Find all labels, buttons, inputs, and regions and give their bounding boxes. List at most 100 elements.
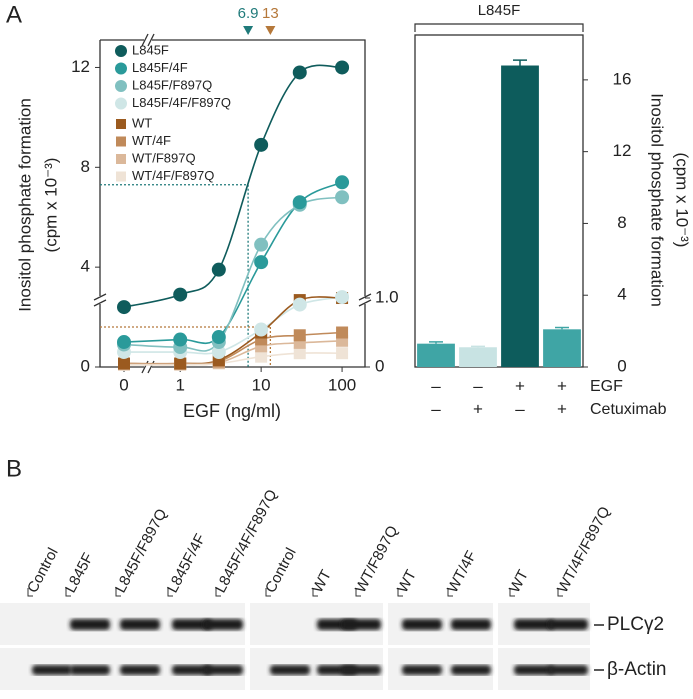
y-tick-label: 8 bbox=[617, 213, 626, 232]
treatment-name: EGF bbox=[590, 378, 623, 395]
legend-label: WT/4F bbox=[132, 133, 171, 148]
blot-band bbox=[341, 619, 381, 630]
lane-label: WT/4F/F897Q bbox=[554, 504, 614, 596]
point bbox=[293, 347, 306, 360]
lane-label: Control bbox=[262, 545, 300, 596]
point bbox=[117, 335, 131, 350]
axis-break bbox=[98, 296, 102, 304]
lane-tick bbox=[355, 588, 361, 597]
y-tick-label: 4 bbox=[617, 285, 626, 304]
blot-band bbox=[70, 665, 110, 675]
point bbox=[292, 195, 307, 210]
lane-tick bbox=[27, 588, 33, 597]
treatment-sign: – bbox=[431, 399, 441, 418]
legend-label: WT/F897Q bbox=[132, 150, 196, 165]
legend-label: WT/4F/F897Q bbox=[132, 168, 214, 183]
axis-break bbox=[147, 33, 155, 47]
treatment-sign: – bbox=[515, 399, 525, 418]
legend-label: L845F/F897Q bbox=[132, 77, 212, 92]
bar bbox=[417, 343, 455, 367]
point bbox=[335, 190, 350, 205]
blot-band bbox=[203, 619, 243, 630]
y-tick-label: 0 bbox=[81, 356, 90, 375]
blot-band bbox=[203, 665, 243, 675]
x-tick-label: 100 bbox=[328, 375, 356, 394]
point bbox=[335, 290, 350, 305]
axis-break bbox=[141, 33, 149, 47]
blot-band bbox=[402, 665, 442, 675]
point bbox=[211, 345, 226, 360]
blot-band bbox=[514, 665, 554, 675]
y-axis-label: Inositol phosphate formation bbox=[648, 93, 667, 307]
legend-label: L845F/4F bbox=[132, 60, 188, 75]
row-label: β-Actin bbox=[607, 659, 667, 680]
point bbox=[292, 65, 307, 80]
lane-tick bbox=[557, 588, 563, 597]
fit-curve bbox=[123, 331, 343, 365]
treatment-sign: + bbox=[557, 399, 567, 418]
treatment-sign: – bbox=[473, 376, 483, 395]
lane-tick bbox=[447, 588, 453, 597]
annotation-marker bbox=[265, 26, 276, 35]
y-axis-label: (cpm x 10⁻³) bbox=[41, 158, 60, 253]
blot-band bbox=[120, 665, 160, 675]
point bbox=[254, 137, 269, 152]
y-tick-label: 8 bbox=[81, 157, 90, 176]
point bbox=[293, 329, 306, 342]
point bbox=[292, 297, 307, 312]
point bbox=[117, 300, 131, 315]
legend-label: L845F/4F/F897Q bbox=[132, 95, 231, 110]
point bbox=[255, 350, 268, 363]
lane-label: WT/4F bbox=[444, 548, 480, 596]
y-tick-label: 16 bbox=[613, 69, 632, 88]
y-tick-label: 12 bbox=[613, 141, 632, 160]
panel-label: B bbox=[6, 455, 22, 482]
blot-band bbox=[548, 619, 588, 630]
point bbox=[336, 326, 349, 339]
legend-label: WT bbox=[132, 115, 152, 130]
legend-marker bbox=[116, 119, 126, 129]
legend-marker bbox=[115, 45, 127, 57]
point bbox=[211, 330, 226, 345]
blot-band bbox=[451, 665, 491, 675]
blot-band bbox=[32, 665, 72, 675]
treatment-name: Cetuximab bbox=[590, 401, 667, 418]
fit-curve bbox=[123, 181, 343, 345]
y-tick-label: 4 bbox=[81, 257, 90, 276]
axis-break bbox=[363, 296, 367, 304]
point bbox=[211, 262, 226, 277]
point bbox=[335, 60, 350, 75]
treatment-sign: + bbox=[515, 376, 525, 395]
lane-tick bbox=[167, 588, 173, 597]
point bbox=[118, 357, 130, 370]
legend-marker bbox=[116, 136, 126, 147]
lane-tick bbox=[65, 588, 71, 597]
panel-label: A bbox=[6, 1, 22, 28]
blot-band bbox=[402, 619, 442, 630]
fit-curve bbox=[123, 196, 343, 352]
lane-label: L845F/F897Q bbox=[112, 506, 170, 596]
point bbox=[335, 175, 350, 190]
blot-band bbox=[514, 619, 554, 630]
point bbox=[336, 347, 349, 360]
y-axis-label: Inositol phosphate formation bbox=[15, 98, 34, 312]
lane-label: L845F bbox=[62, 550, 97, 596]
y-axis-label: (cpm x 10⁻³) bbox=[673, 153, 692, 248]
x-tick-label: 10 bbox=[252, 375, 271, 394]
y-tick-label: 0 bbox=[617, 356, 626, 375]
point bbox=[173, 287, 188, 302]
axis-break bbox=[93, 299, 107, 307]
axis-break bbox=[358, 299, 372, 307]
lane-tick bbox=[265, 588, 271, 597]
lane-tick bbox=[312, 588, 318, 597]
point bbox=[254, 237, 269, 252]
point bbox=[254, 255, 269, 270]
treatment-sign: – bbox=[431, 376, 441, 395]
blot-band bbox=[120, 619, 160, 630]
legend-marker bbox=[115, 62, 127, 75]
y2-tick-label: 0 bbox=[375, 356, 384, 375]
bar bbox=[543, 329, 581, 367]
legend-marker bbox=[116, 171, 126, 182]
legend-label: L845F bbox=[132, 42, 169, 57]
fit-curve bbox=[123, 296, 343, 355]
